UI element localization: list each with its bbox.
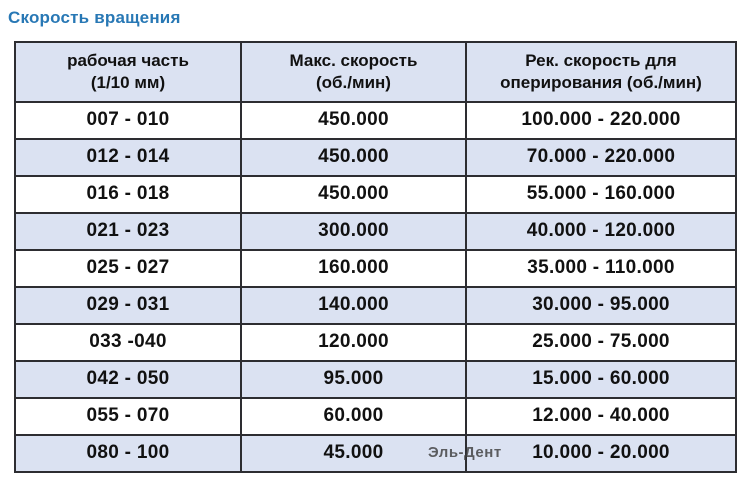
recommended-speed-cell: 25.000 - 75.000 — [465, 322, 737, 362]
header-working-part: рабочая часть (1/10 мм) — [14, 41, 242, 103]
rotation-speed-table: рабочая часть (1/10 мм) Макс. скорость (… — [14, 41, 737, 473]
working-part-cell: 012 - 014 — [14, 137, 242, 177]
table-row: 055 - 070 60.000 12.000 - 40.000 — [14, 396, 737, 436]
max-speed-cell: 95.000 — [240, 359, 467, 399]
recommended-speed-cell: 12.000 - 40.000 — [465, 396, 737, 436]
working-part-cell: 029 - 031 — [14, 285, 242, 325]
table-row: 042 - 050 95.000 15.000 - 60.000 — [14, 359, 737, 399]
max-speed-cell: 450.000 — [240, 100, 467, 140]
working-part-cell: 016 - 018 — [14, 174, 242, 214]
max-speed-cell: 300.000 — [240, 211, 467, 251]
max-speed-cell: 160.000 — [240, 248, 467, 288]
table-row: 012 - 014 450.000 70.000 - 220.000 — [14, 137, 737, 177]
working-part-cell: 042 - 050 — [14, 359, 242, 399]
working-part-cell: 080 - 100 — [14, 433, 242, 473]
max-speed-cell: 60.000 — [240, 396, 467, 436]
table-row: 007 - 010 450.000 100.000 - 220.000 — [14, 100, 737, 140]
table-row: 021 - 023 300.000 40.000 - 120.000 — [14, 211, 737, 251]
recommended-speed-cell: 35.000 - 110.000 — [465, 248, 737, 288]
recommended-speed-cell: 10.000 - 20.000 — [465, 433, 737, 473]
working-part-cell: 033 -040 — [14, 322, 242, 362]
table-row: 029 - 031 140.000 30.000 - 95.000 — [14, 285, 737, 325]
working-part-cell: 055 - 070 — [14, 396, 242, 436]
max-speed-cell: 450.000 — [240, 174, 467, 214]
table-row: 025 - 027 160.000 35.000 - 110.000 — [14, 248, 737, 288]
page: Скорость вращения рабочая часть (1/10 мм… — [0, 8, 749, 487]
table-row: 080 - 100 45.000 10.000 - 20.000 — [14, 433, 737, 473]
working-part-cell: 007 - 010 — [14, 100, 242, 140]
max-speed-cell: 120.000 — [240, 322, 467, 362]
recommended-speed-cell: 55.000 - 160.000 — [465, 174, 737, 214]
speed-table-container: рабочая часть (1/10 мм) Макс. скорость (… — [14, 41, 737, 473]
header-recommended-speed: Рек. скорость для оперирования (об./мин) — [465, 41, 737, 103]
recommended-speed-cell: 15.000 - 60.000 — [465, 359, 737, 399]
max-speed-cell: 45.000 — [240, 433, 467, 473]
recommended-speed-cell: 100.000 - 220.000 — [465, 100, 737, 140]
header-max-speed: Макс. скорость (об./мин) — [240, 41, 467, 103]
recommended-speed-cell: 30.000 - 95.000 — [465, 285, 737, 325]
recommended-speed-cell: 70.000 - 220.000 — [465, 137, 737, 177]
max-speed-cell: 140.000 — [240, 285, 467, 325]
table-row: 016 - 018 450.000 55.000 - 160.000 — [14, 174, 737, 214]
page-title: Скорость вращения — [8, 8, 181, 27]
table-row: 033 -040 120.000 25.000 - 75.000 — [14, 322, 737, 362]
recommended-speed-cell: 40.000 - 120.000 — [465, 211, 737, 251]
max-speed-cell: 450.000 — [240, 137, 467, 177]
header-row: рабочая часть (1/10 мм) Макс. скорость (… — [14, 41, 737, 103]
working-part-cell: 021 - 023 — [14, 211, 242, 251]
working-part-cell: 025 - 027 — [14, 248, 242, 288]
